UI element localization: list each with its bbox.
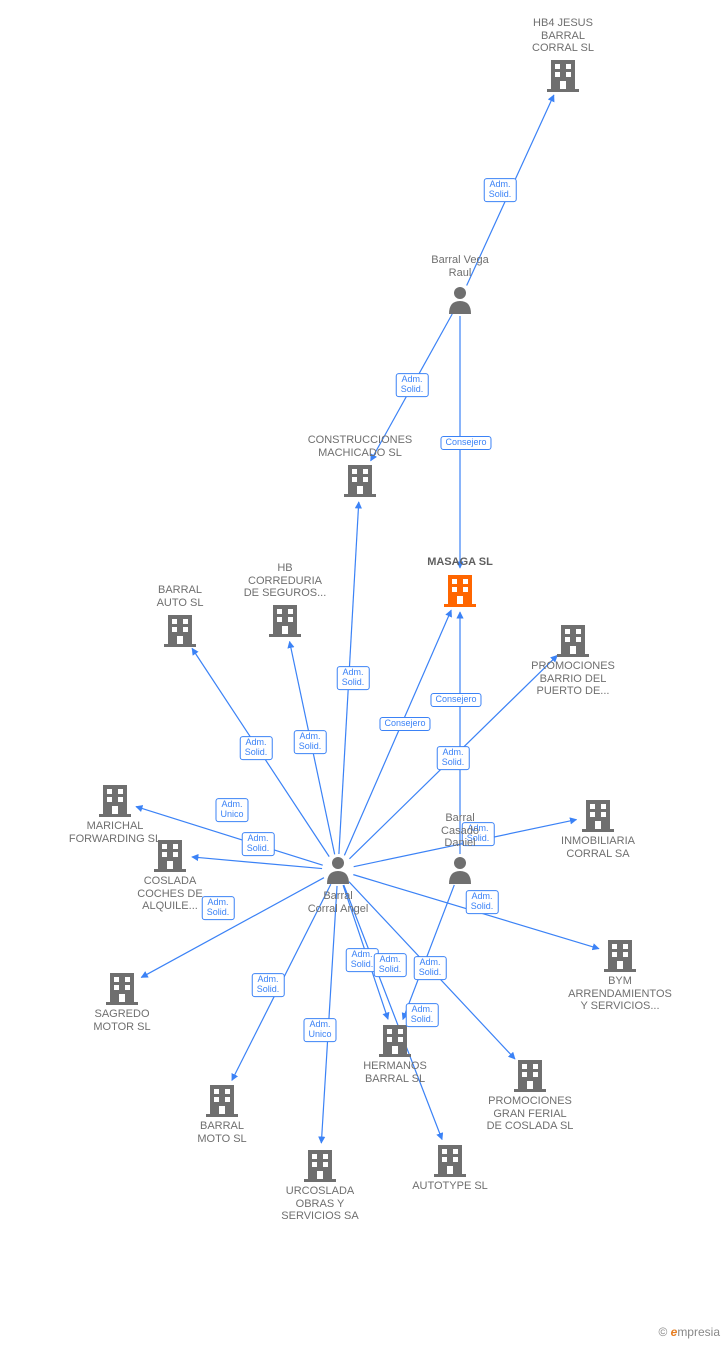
edge — [321, 886, 337, 1143]
company-icon[interactable] — [206, 1085, 238, 1117]
edge — [290, 642, 335, 855]
company-icon[interactable] — [106, 973, 138, 1005]
company-icon[interactable] — [557, 625, 589, 657]
edge — [141, 878, 324, 978]
edge — [339, 502, 359, 854]
company-icon[interactable] — [269, 605, 301, 637]
copyright-symbol: © — [658, 1325, 667, 1339]
person-icon[interactable] — [327, 857, 349, 884]
company-icon[interactable] — [514, 1060, 546, 1092]
brand-rest: mpresia — [677, 1325, 720, 1339]
company-icon[interactable] — [344, 465, 376, 497]
company-icon[interactable] — [604, 940, 636, 972]
person-icon[interactable] — [449, 287, 471, 314]
company-icon[interactable] — [379, 1025, 411, 1057]
edge — [344, 610, 451, 855]
watermark: © empresia — [658, 1325, 720, 1339]
network-graph — [0, 0, 728, 1345]
company-icon[interactable] — [434, 1145, 466, 1177]
edge — [467, 95, 554, 285]
edge — [403, 885, 454, 1020]
edge — [349, 655, 557, 858]
edge — [349, 882, 515, 1059]
edge — [344, 885, 442, 1140]
edge — [343, 885, 388, 1019]
company-icon[interactable] — [444, 575, 476, 607]
person-icon[interactable] — [449, 857, 471, 884]
company-icon[interactable] — [582, 800, 614, 832]
company-icon[interactable] — [304, 1150, 336, 1182]
edge — [192, 648, 329, 856]
company-icon[interactable] — [99, 785, 131, 817]
edge — [354, 820, 577, 867]
edge — [232, 884, 331, 1080]
company-icon[interactable] — [547, 60, 579, 92]
company-icon[interactable] — [154, 840, 186, 872]
edge — [371, 314, 453, 461]
edge — [353, 875, 599, 949]
company-icon[interactable] — [164, 615, 196, 647]
